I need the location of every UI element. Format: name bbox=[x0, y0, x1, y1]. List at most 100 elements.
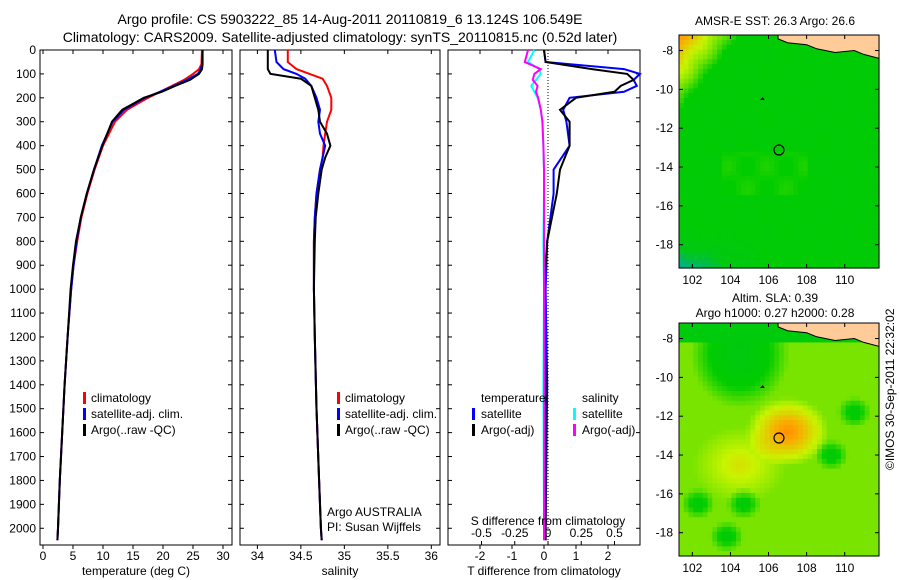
map-cell bbox=[850, 136, 856, 143]
map-cell bbox=[817, 229, 823, 235]
map-cell bbox=[836, 248, 842, 255]
map-cell bbox=[721, 73, 728, 80]
map-cell bbox=[798, 69, 804, 75]
map-cell bbox=[840, 522, 847, 528]
map-cell bbox=[864, 352, 871, 358]
map-cell bbox=[812, 429, 818, 436]
map-cell bbox=[736, 429, 742, 436]
map-cell bbox=[845, 522, 852, 528]
map-cell bbox=[788, 78, 794, 85]
map-cell bbox=[802, 49, 809, 56]
map-cell bbox=[745, 122, 752, 128]
map-cell bbox=[688, 112, 694, 119]
map-cell bbox=[688, 248, 694, 255]
map-cell bbox=[826, 234, 832, 240]
map-cell bbox=[712, 551, 718, 557]
map-cell bbox=[764, 200, 771, 206]
map-cell bbox=[788, 391, 794, 397]
map-cell bbox=[769, 59, 775, 65]
map-cell bbox=[702, 492, 709, 499]
map-cell bbox=[864, 420, 871, 426]
map-cell bbox=[679, 59, 685, 65]
map-cell bbox=[807, 151, 813, 157]
map-cell bbox=[769, 127, 775, 133]
map-cell bbox=[721, 141, 728, 148]
map-cell bbox=[783, 531, 790, 538]
map-cell bbox=[836, 415, 842, 421]
map-cell bbox=[712, 156, 718, 162]
map-cell bbox=[836, 93, 842, 99]
map-cell bbox=[831, 156, 837, 162]
map-cell bbox=[769, 327, 775, 334]
map-cell bbox=[850, 361, 856, 368]
map-cell bbox=[774, 263, 780, 269]
map-cell bbox=[826, 219, 832, 225]
map-cell bbox=[831, 122, 837, 128]
map-cell bbox=[764, 483, 771, 489]
map-cell bbox=[802, 204, 809, 211]
map-cell bbox=[798, 371, 804, 377]
map-cell bbox=[779, 531, 785, 538]
map-cell bbox=[864, 185, 871, 191]
map-cell bbox=[845, 424, 852, 431]
map-cell bbox=[721, 444, 728, 450]
map-cell bbox=[769, 551, 775, 557]
map-cell bbox=[817, 122, 823, 128]
map-cell bbox=[721, 103, 728, 109]
map-cell bbox=[788, 107, 794, 114]
map-cell bbox=[779, 492, 785, 499]
map-cell bbox=[798, 449, 804, 455]
map-cell bbox=[802, 146, 809, 153]
map-cell bbox=[783, 361, 790, 368]
map-cell bbox=[788, 497, 794, 504]
map-cell bbox=[783, 342, 790, 348]
map-cell bbox=[798, 224, 804, 230]
map-cell bbox=[721, 190, 728, 196]
depth-tick-label: 1500 bbox=[9, 402, 36, 416]
map-cell bbox=[807, 219, 813, 225]
map-cell bbox=[688, 444, 694, 450]
map-cell bbox=[798, 141, 804, 148]
map-cell bbox=[798, 258, 804, 264]
map-cell bbox=[774, 478, 780, 484]
map-cell bbox=[855, 463, 861, 470]
map-cell bbox=[698, 424, 704, 431]
map-cell bbox=[693, 541, 699, 547]
map-cell bbox=[845, 132, 852, 138]
map-cell bbox=[745, 170, 752, 177]
map-cell bbox=[807, 214, 813, 221]
map-cell bbox=[750, 357, 756, 363]
map-cell bbox=[736, 214, 742, 221]
map-cell bbox=[712, 449, 718, 455]
map-cell bbox=[712, 204, 718, 211]
map-cell bbox=[774, 229, 780, 235]
map-cell bbox=[774, 127, 780, 133]
map-cell bbox=[712, 337, 718, 344]
map-cell bbox=[817, 551, 823, 557]
map-cell bbox=[860, 93, 866, 99]
map-cell bbox=[807, 229, 813, 235]
map-cell bbox=[802, 214, 809, 221]
map-cell bbox=[798, 488, 804, 494]
map-cell bbox=[826, 132, 832, 138]
map-cell bbox=[783, 512, 790, 518]
map-cell bbox=[850, 132, 856, 138]
map-cell bbox=[864, 386, 871, 392]
map-cell bbox=[788, 151, 794, 157]
map-cell bbox=[688, 439, 694, 445]
map-cell bbox=[874, 103, 880, 109]
map-cell bbox=[731, 234, 737, 240]
map-cell bbox=[845, 107, 852, 114]
map-cell bbox=[779, 483, 785, 489]
map-cell bbox=[726, 103, 732, 109]
map-cell bbox=[831, 263, 837, 269]
map-cell bbox=[698, 473, 704, 479]
map-cell bbox=[683, 253, 690, 259]
map-cell bbox=[869, 405, 875, 411]
map-cell bbox=[764, 352, 771, 358]
map-cell bbox=[774, 517, 780, 523]
map-cell bbox=[864, 88, 871, 94]
map-cell bbox=[821, 342, 828, 348]
map-cell bbox=[755, 405, 761, 411]
map-cell bbox=[760, 112, 766, 119]
